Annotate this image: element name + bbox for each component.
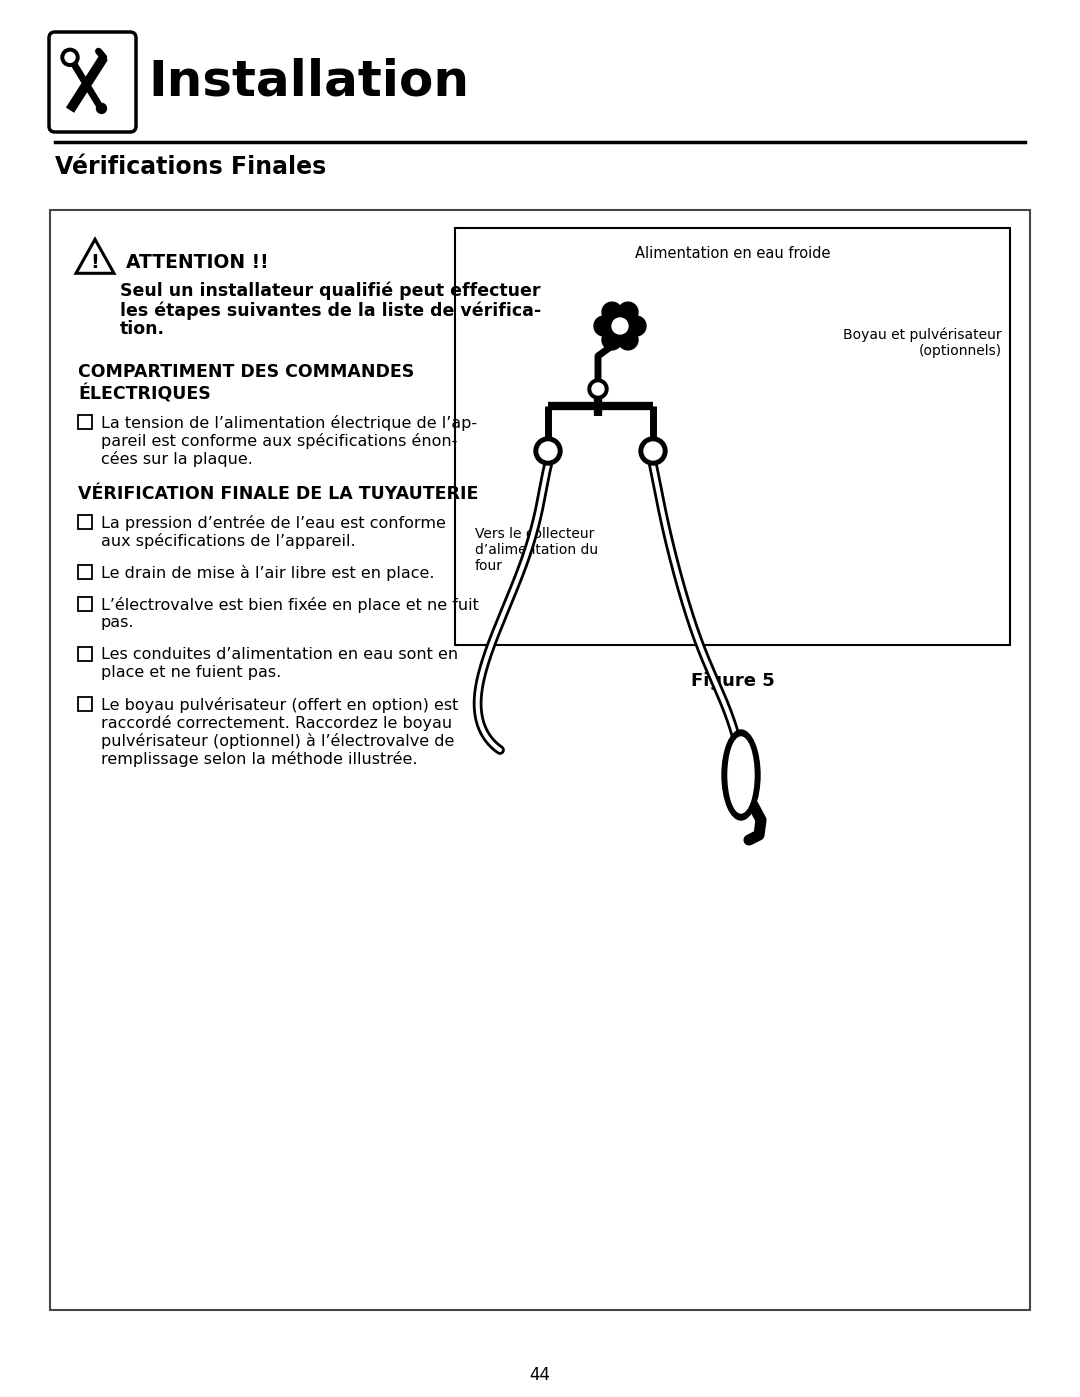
- Circle shape: [606, 312, 634, 339]
- Text: cées sur la plaque.: cées sur la plaque.: [102, 451, 253, 467]
- Text: !: !: [91, 253, 99, 272]
- Circle shape: [602, 302, 622, 323]
- Text: VÉRIFICATION FINALE DE LA TUYAUTERIE: VÉRIFICATION FINALE DE LA TUYAUTERIE: [78, 485, 478, 503]
- Text: tion.: tion.: [120, 320, 165, 338]
- Text: place et ne fuient pas.: place et ne fuient pas.: [102, 665, 281, 680]
- Text: La tension de l’alimentation électrique de l’ap-: La tension de l’alimentation électrique …: [102, 415, 477, 432]
- Circle shape: [618, 302, 638, 323]
- Circle shape: [626, 316, 646, 337]
- Circle shape: [644, 441, 662, 460]
- Circle shape: [618, 330, 638, 349]
- Circle shape: [592, 383, 604, 395]
- Text: pas.: pas.: [102, 615, 135, 630]
- Bar: [78, 697, 92, 711]
- Text: Vers le collecteur: Vers le collecteur: [475, 527, 594, 541]
- Ellipse shape: [723, 731, 760, 820]
- Text: La pression d’entrée de l’eau est conforme: La pression d’entrée de l’eau est confor…: [102, 515, 446, 531]
- Text: Le drain de mise à l’air libre est en place.: Le drain de mise à l’air libre est en pl…: [102, 564, 434, 581]
- Text: Seul un installateur qualifié peut effectuer: Seul un installateur qualifié peut effec…: [120, 282, 540, 300]
- FancyBboxPatch shape: [49, 32, 136, 131]
- Text: aux spécifications de l’appareil.: aux spécifications de l’appareil.: [102, 534, 355, 549]
- Text: four: four: [475, 559, 503, 573]
- Circle shape: [534, 437, 562, 465]
- Bar: [455, 228, 1010, 645]
- Text: ATTENTION !!: ATTENTION !!: [126, 253, 269, 271]
- Circle shape: [539, 441, 557, 460]
- Bar: [78, 564, 92, 578]
- Bar: [78, 647, 92, 661]
- Circle shape: [65, 52, 75, 63]
- Text: Vérifications Finales: Vérifications Finales: [55, 155, 326, 179]
- Bar: [50, 210, 1030, 1310]
- Text: raccordé correctement. Raccordez le boyau: raccordé correctement. Raccordez le boya…: [102, 715, 453, 731]
- Circle shape: [588, 379, 608, 400]
- Circle shape: [594, 316, 615, 337]
- Text: d’alimentation du: d’alimentation du: [475, 543, 598, 557]
- Text: Installation: Installation: [148, 59, 469, 106]
- Circle shape: [639, 437, 667, 465]
- Text: Boyau et pulvérisateur: Boyau et pulvérisateur: [843, 328, 1002, 342]
- Text: pulvérisateur (optionnel) à l’électrovalve de: pulvérisateur (optionnel) à l’électroval…: [102, 733, 455, 749]
- Circle shape: [602, 330, 622, 349]
- Circle shape: [612, 319, 627, 334]
- Text: pareil est conforme aux spécifications énon-: pareil est conforme aux spécifications é…: [102, 433, 457, 448]
- Text: les étapes suivantes de la liste de vérifica-: les étapes suivantes de la liste de véri…: [120, 300, 541, 320]
- Text: COMPARTIMENT DES COMMANDES: COMPARTIMENT DES COMMANDES: [78, 363, 415, 381]
- Text: Le boyau pulvérisateur (offert en option) est: Le boyau pulvérisateur (offert en option…: [102, 697, 458, 712]
- Bar: [78, 415, 92, 429]
- Bar: [78, 515, 92, 529]
- Text: Alimentation en eau froide: Alimentation en eau froide: [635, 246, 831, 261]
- Text: ÉLECTRIQUES: ÉLECTRIQUES: [78, 384, 211, 402]
- Circle shape: [60, 49, 79, 67]
- Circle shape: [96, 103, 107, 113]
- Text: Les conduites d’alimentation en eau sont en: Les conduites d’alimentation en eau sont…: [102, 647, 458, 662]
- Ellipse shape: [728, 738, 754, 813]
- Text: 44: 44: [529, 1366, 551, 1384]
- Text: (optionnels): (optionnels): [919, 344, 1002, 358]
- Bar: [78, 597, 92, 610]
- Text: L’électrovalve est bien fixée en place et ne fuit: L’électrovalve est bien fixée en place e…: [102, 597, 478, 613]
- Text: remplissage selon la méthode illustrée.: remplissage selon la méthode illustrée.: [102, 752, 418, 767]
- Text: Figure 5: Figure 5: [690, 672, 774, 690]
